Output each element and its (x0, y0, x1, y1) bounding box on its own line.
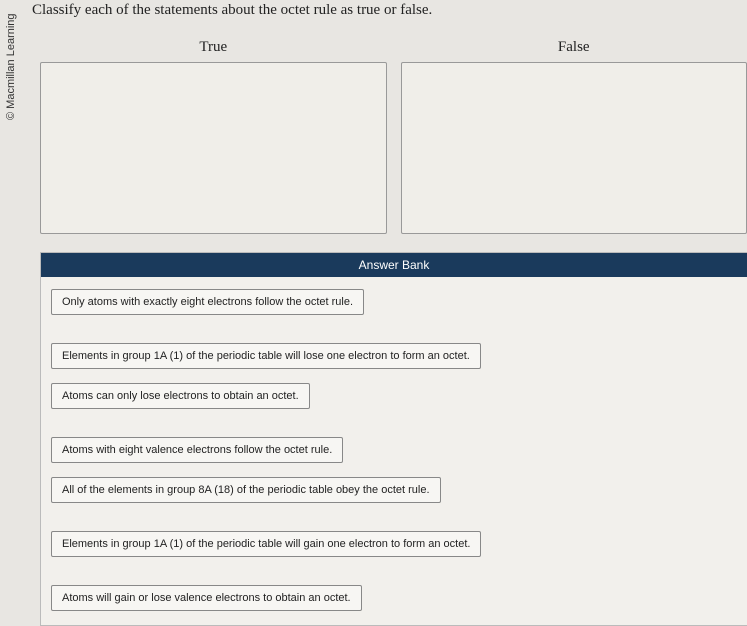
false-zone-wrapper: False (401, 39, 747, 234)
answer-bank: Answer Bank Only atoms with exactly eigh… (40, 252, 747, 626)
answer-chip[interactable]: Only atoms with exactly eight electrons … (51, 289, 364, 315)
main-content: Classify each of the statements about th… (28, 0, 747, 626)
answer-chip[interactable]: Atoms will gain or lose valence electron… (51, 585, 362, 611)
answer-chip[interactable]: Atoms with eight valence electrons follo… (51, 437, 343, 463)
true-drop-zone[interactable] (40, 62, 387, 234)
copyright-label: © Macmillan Learning (5, 13, 17, 120)
answer-bank-header: Answer Bank (41, 253, 747, 277)
answer-bank-body: Only atoms with exactly eight electrons … (41, 277, 747, 625)
false-drop-zone[interactable] (401, 62, 747, 234)
question-text: Classify each of the statements about th… (28, 2, 747, 19)
true-zone-label: True (40, 39, 387, 56)
answer-chip[interactable]: Atoms can only lose electrons to obtain … (51, 383, 310, 409)
answer-chip[interactable]: Elements in group 1A (1) of the periodic… (51, 343, 481, 369)
drop-zones-row: True False (28, 39, 747, 234)
answer-chip[interactable]: All of the elements in group 8A (18) of … (51, 477, 441, 503)
true-zone-wrapper: True (40, 39, 387, 234)
answer-chip[interactable]: Elements in group 1A (1) of the periodic… (51, 531, 481, 557)
false-zone-label: False (401, 39, 747, 56)
